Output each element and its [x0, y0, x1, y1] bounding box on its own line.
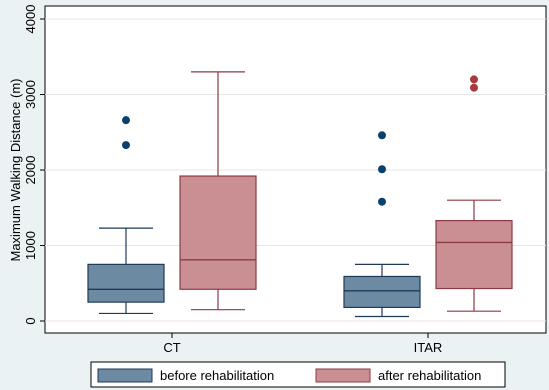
outlier-point — [122, 141, 130, 150]
outlier-point — [470, 75, 478, 84]
box-before-rehabilitation-CT — [87, 116, 165, 315]
y-axis: 0 1000 2000 3000 4000 — [23, 5, 45, 325]
y-tick-label: 4000 — [23, 5, 38, 34]
outlier-point — [378, 197, 386, 206]
box-after-rehabilitation-CT — [179, 71, 257, 311]
legend-label: after rehabilitation — [378, 368, 481, 383]
outlier-point — [378, 131, 386, 140]
x-axis: CT ITAR — [163, 333, 442, 355]
y-tick-label: 3000 — [23, 80, 38, 109]
x-tick-label: CT — [163, 340, 180, 355]
iqr-box — [179, 175, 257, 290]
iqr-box — [435, 219, 513, 290]
outlier-point — [378, 165, 386, 174]
y-tick-label: 1000 — [23, 231, 38, 260]
iqr-box — [343, 275, 421, 309]
box-before-rehabilitation-ITAR — [343, 131, 421, 318]
boxes-layer — [87, 71, 513, 318]
legend-label: before rehabilitation — [160, 368, 274, 383]
legend-swatch — [97, 368, 153, 383]
x-tick-label: ITAR — [414, 340, 443, 355]
y-axis-title: Maximum Walking Distance (m) — [8, 79, 23, 262]
box-after-rehabilitation-ITAR — [435, 75, 513, 312]
outlier-point — [470, 83, 478, 92]
y-tick-label: 2000 — [23, 156, 38, 185]
outlier-point — [122, 116, 130, 125]
legend-swatch — [315, 368, 371, 383]
legend-frame — [90, 361, 506, 388]
legend: before rehabilitation after rehabilitatio… — [90, 361, 506, 388]
y-tick-label: 0 — [23, 317, 38, 324]
iqr-box — [87, 263, 165, 303]
